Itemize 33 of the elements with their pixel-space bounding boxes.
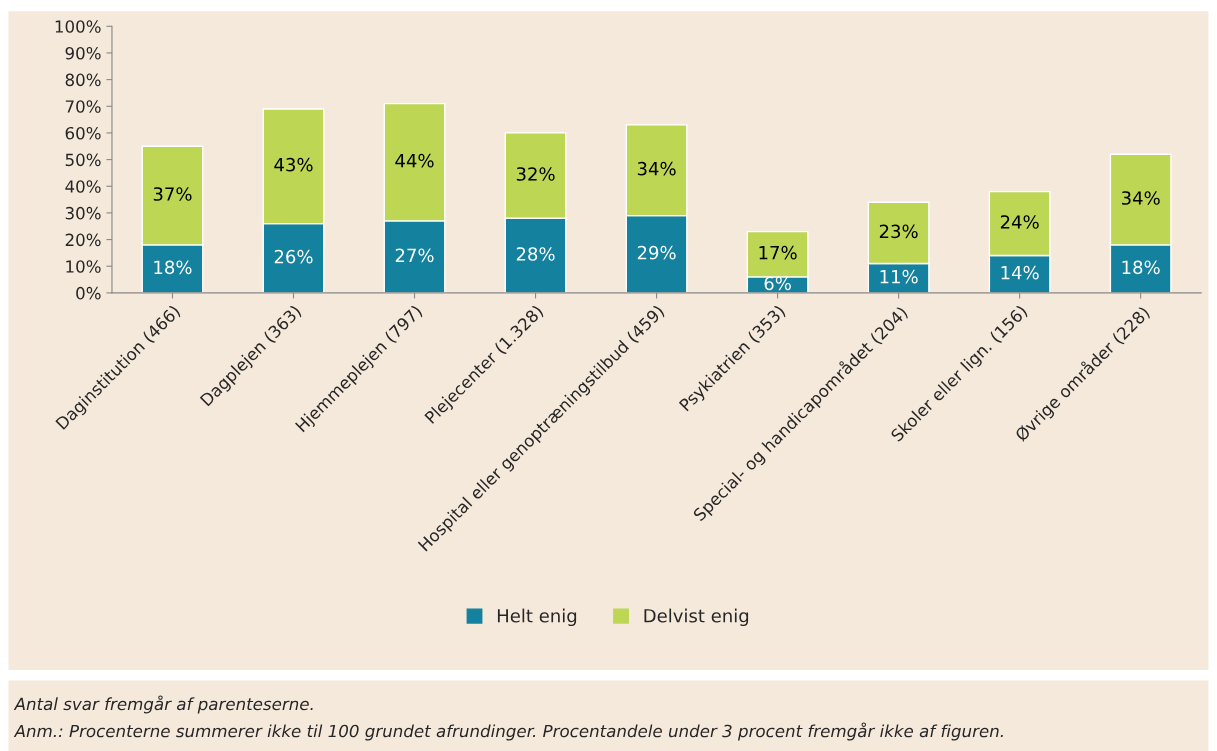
data-label: 28% bbox=[516, 247, 555, 261]
data-label: 34% bbox=[637, 161, 676, 176]
data-label: 34% bbox=[1121, 191, 1160, 205]
data-label: 44% bbox=[395, 153, 434, 168]
y-tick-label: 0% bbox=[76, 286, 101, 300]
y-tick-label: 90% bbox=[65, 46, 101, 60]
data-label: 14% bbox=[1001, 265, 1039, 280]
legend-label: Helt enig bbox=[497, 608, 577, 627]
y-tick-label: 60% bbox=[65, 126, 101, 140]
data-label: 29% bbox=[637, 245, 676, 260]
y-tick-label: 40% bbox=[65, 180, 101, 193]
data-label: 23% bbox=[879, 224, 918, 239]
text: Anm.: Procenterne summerer ikke til 100 grundet afrundinger. Procentandele under 3 procent fremgår ikke af figuren. bbox=[13, 722, 1003, 741]
data-label: 11% bbox=[880, 269, 918, 284]
y-tick-label: 30% bbox=[65, 206, 101, 220]
data-label: 27% bbox=[395, 248, 434, 263]
data-label: 17% bbox=[759, 245, 797, 260]
data-label: 24% bbox=[1000, 215, 1039, 229]
y-tick-label: 10% bbox=[66, 260, 101, 273]
data-label: 6% bbox=[764, 276, 791, 291]
data-label: 37% bbox=[153, 187, 192, 201]
data-label: 18% bbox=[1122, 260, 1160, 275]
y-tick-label: 100% bbox=[55, 20, 101, 33]
y-tick-label: 70% bbox=[65, 100, 101, 113]
y-tick-label: 20% bbox=[65, 233, 101, 247]
legend-label: Delvist enig bbox=[644, 608, 749, 627]
y-tick-label: 50% bbox=[65, 153, 101, 167]
text: Antal svar fremgår af parenteserne. bbox=[13, 695, 313, 714]
data-label: 18% bbox=[154, 260, 192, 275]
y-tick-label: 80% bbox=[65, 73, 101, 87]
data-label: 26% bbox=[274, 249, 313, 264]
data-label: 32% bbox=[516, 167, 555, 181]
data-label: 43% bbox=[274, 157, 313, 172]
